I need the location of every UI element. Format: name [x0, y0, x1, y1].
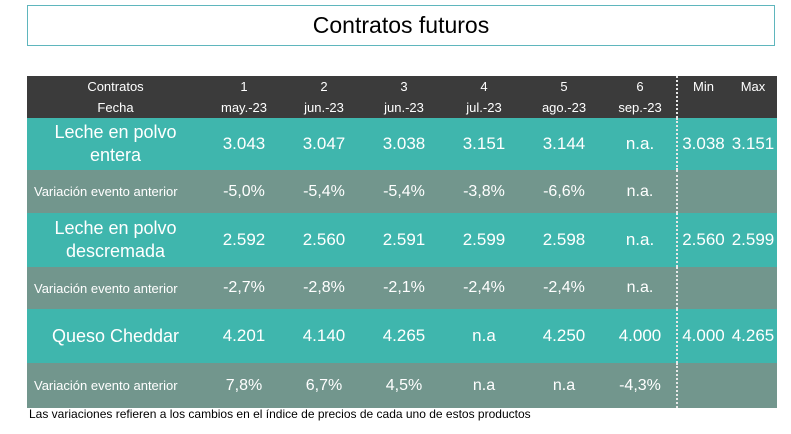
table-cell: -3,8%	[463, 182, 505, 200]
max-cell: 2.599	[731, 230, 775, 249]
row-label: Queso Cheddar	[51, 325, 180, 346]
table-cell: 2.599	[462, 230, 506, 249]
footnote: Las variaciones refieren a los cambios e…	[29, 407, 531, 421]
table-cell: 4.201	[222, 326, 266, 345]
table-row: Variación evento anterior -5,0% -5,4% -5…	[27, 170, 777, 213]
table-cell: -2,4%	[543, 279, 585, 296]
table-cell: 7,8%	[225, 376, 263, 394]
futures-table: Contratos Fecha 1 may.-23 2 jun.-23 3 jun.-…	[27, 76, 777, 408]
min-cell: 2.560	[676, 213, 729, 267]
header-max: Max	[740, 79, 766, 94]
table-row: Variación evento anterior 7,8% 6,7% 4,5%…	[27, 363, 777, 408]
table-cell: n.a	[552, 376, 576, 394]
max-cell: 3.151	[731, 134, 775, 153]
table-cell: 4.265	[382, 326, 426, 345]
table-cell: -5,4%	[383, 182, 425, 200]
table-cell: 3.043	[222, 134, 266, 153]
header-fecha-label: Fecha	[97, 100, 134, 115]
table-cell: -2,1%	[383, 279, 425, 296]
table-cell: n.a.	[625, 230, 655, 249]
table-row: Variación evento anterior -2,7% -2,8% -2…	[27, 267, 777, 309]
table-cell: 2.598	[542, 230, 586, 249]
table-cell: -5,4%	[303, 182, 345, 200]
header-label-cell: Contratos Fecha	[27, 76, 204, 118]
min-cell	[676, 170, 729, 213]
table-cell: -6,6%	[543, 182, 585, 200]
table-cell: 2.591	[382, 230, 426, 249]
table-cell: -4,3%	[619, 376, 661, 394]
table-cell: -2,4%	[463, 279, 505, 296]
table-cell: n.a.	[626, 182, 654, 200]
table-cell: 6,7%	[305, 376, 343, 394]
max-cell: 4.265	[731, 326, 775, 345]
header-contratos-label: Contratos	[87, 79, 144, 94]
header-col-3: 3 jun.-23	[384, 79, 424, 115]
table-cell: 3.144	[542, 134, 586, 153]
max-cell	[729, 267, 777, 309]
table-cell: 4.000	[618, 326, 662, 345]
table-cell: -5,0%	[223, 182, 265, 200]
table-row: Leche en polvo entera 3.043 3.047 3.038 3…	[27, 118, 777, 170]
table-row: Queso Cheddar 4.201 4.140 4.265 n.a 4.25…	[27, 309, 777, 363]
table-cell: 3.151	[462, 134, 506, 153]
table-cell: n.a.	[625, 134, 655, 153]
table-row: Leche en polvo descremada 2.592 2.560 2.5…	[27, 213, 777, 267]
table-cell: 4.250	[542, 326, 586, 345]
min-cell: 3.038	[676, 118, 729, 170]
table-cell: 2.560	[302, 230, 346, 249]
row-label: Variación evento anterior	[34, 378, 178, 393]
table-cell: 3.038	[382, 134, 426, 153]
header-col-2: 2 jun.-23	[304, 79, 344, 115]
max-cell	[729, 363, 777, 408]
table-cell: -2,7%	[223, 279, 265, 296]
header-col-4: 4 jul.-23	[466, 79, 502, 115]
table-cell: n.a	[472, 376, 496, 394]
page-title: Contratos futuros	[27, 5, 775, 46]
row-label: Variación evento anterior	[34, 280, 178, 296]
min-cell: 4.000	[676, 309, 729, 363]
header-col-6: 6 sep.-23	[618, 79, 662, 115]
table-cell: n.a.	[626, 279, 654, 296]
table-cell: 4,5%	[385, 376, 423, 394]
table-cell: -2,8%	[303, 279, 345, 296]
row-label: Leche en polvo entera	[54, 122, 177, 165]
header-col-5: 5 ago.-23	[541, 79, 587, 115]
table-cell: 2.592	[222, 230, 266, 249]
table-cell: 4.140	[302, 326, 346, 345]
row-label: Leche en polvo descremada	[54, 218, 177, 261]
max-cell	[729, 170, 777, 213]
min-cell	[676, 363, 729, 408]
header-min: Min	[676, 76, 729, 118]
row-label: Variación evento anterior	[34, 184, 178, 199]
min-cell	[676, 267, 729, 309]
table-cell: n.a	[472, 326, 496, 345]
table-cell: 3.047	[302, 134, 346, 153]
header-row: Contratos Fecha 1 may.-23 2 jun.-23 3 jun.-…	[27, 76, 777, 118]
header-col-1: 1 may.-23	[221, 79, 267, 115]
